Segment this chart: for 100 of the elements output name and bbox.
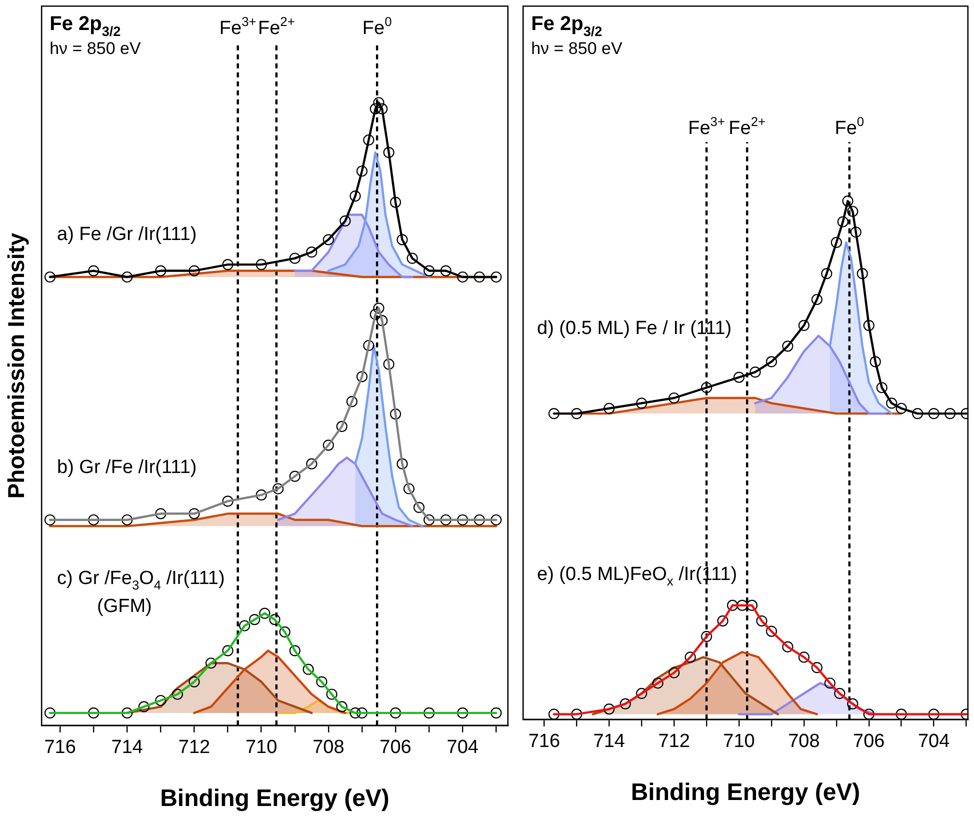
point	[373, 97, 384, 108]
point	[424, 514, 435, 526]
point	[782, 340, 794, 352]
point	[383, 358, 394, 370]
point	[736, 600, 748, 611]
point	[457, 514, 468, 526]
point	[798, 320, 810, 331]
point	[316, 676, 328, 688]
point	[457, 707, 468, 718]
point	[239, 620, 250, 632]
point	[370, 103, 381, 114]
point	[188, 508, 200, 520]
point	[188, 676, 200, 688]
point	[604, 402, 615, 414]
point	[746, 600, 758, 611]
point	[842, 195, 854, 207]
x-tick-label: 714	[111, 737, 144, 758]
point	[928, 408, 940, 420]
point	[44, 707, 56, 718]
point	[390, 707, 402, 718]
point	[346, 396, 358, 408]
point	[222, 259, 234, 270]
point	[856, 268, 868, 280]
point	[548, 708, 560, 720]
point	[350, 707, 361, 718]
point	[756, 615, 768, 626]
point	[413, 502, 425, 513]
point	[336, 701, 348, 712]
point	[376, 315, 388, 326]
point	[44, 271, 56, 283]
point	[383, 146, 394, 158]
point	[172, 688, 184, 700]
y-axis-title: Photoemission Intensity	[3, 232, 30, 499]
x-tick-label: 710	[245, 737, 278, 758]
point	[604, 703, 615, 715]
point	[440, 514, 452, 526]
point	[396, 458, 408, 470]
point	[896, 708, 907, 720]
point	[363, 134, 374, 146]
point	[847, 698, 858, 710]
annotation: a) Fe /Gr /Ir(111)	[57, 224, 197, 245]
x-tick-label: 708	[788, 731, 820, 752]
x-tick-label: 712	[178, 737, 210, 758]
point	[928, 708, 940, 720]
point	[256, 489, 267, 501]
point	[490, 707, 502, 718]
point	[289, 470, 300, 482]
point	[830, 236, 842, 248]
point	[122, 271, 133, 283]
x-tick-label: 706	[380, 737, 412, 758]
point	[322, 234, 334, 246]
point	[620, 698, 631, 710]
point	[88, 514, 100, 526]
x-tick-label: 710	[723, 731, 755, 752]
point	[373, 302, 384, 314]
x-tick-label: 704	[918, 731, 950, 752]
point	[406, 252, 418, 264]
point	[811, 294, 822, 306]
point	[700, 630, 712, 642]
point	[652, 678, 664, 689]
point	[944, 408, 956, 420]
point	[766, 356, 778, 368]
point	[474, 514, 485, 526]
x-tick-label: 714	[593, 731, 626, 752]
point	[750, 366, 761, 378]
point	[403, 483, 414, 494]
point	[457, 271, 468, 283]
point	[863, 708, 874, 720]
point	[289, 645, 300, 656]
point	[122, 514, 133, 526]
x-tick-label: 706	[853, 731, 885, 752]
annotation: (GFM)	[97, 596, 152, 617]
point	[886, 398, 898, 409]
point	[155, 694, 166, 706]
point	[376, 103, 388, 114]
point	[272, 483, 284, 494]
point	[490, 514, 502, 526]
point	[356, 166, 368, 177]
point	[726, 600, 738, 611]
point	[717, 615, 728, 626]
point	[289, 252, 300, 264]
annotation: b) Gr /Fe /Ir(111)	[57, 457, 197, 478]
point	[798, 652, 810, 663]
point	[863, 320, 874, 331]
point	[138, 701, 150, 712]
x-axis-title: Binding Energy (eV)	[160, 785, 390, 812]
point	[44, 514, 56, 526]
point	[636, 688, 648, 700]
point	[766, 626, 778, 637]
point	[837, 216, 848, 228]
point	[824, 678, 836, 689]
point	[668, 667, 680, 678]
point	[424, 707, 435, 718]
point	[668, 392, 680, 404]
text: hν = 850 eV	[531, 39, 623, 58]
x-axis-title: Binding Energy (eV)	[630, 779, 860, 806]
point	[636, 398, 648, 409]
point	[390, 196, 402, 208]
annotation: d) (0.5 ML) Fe / Ir (111)	[537, 318, 732, 339]
point	[700, 382, 712, 394]
